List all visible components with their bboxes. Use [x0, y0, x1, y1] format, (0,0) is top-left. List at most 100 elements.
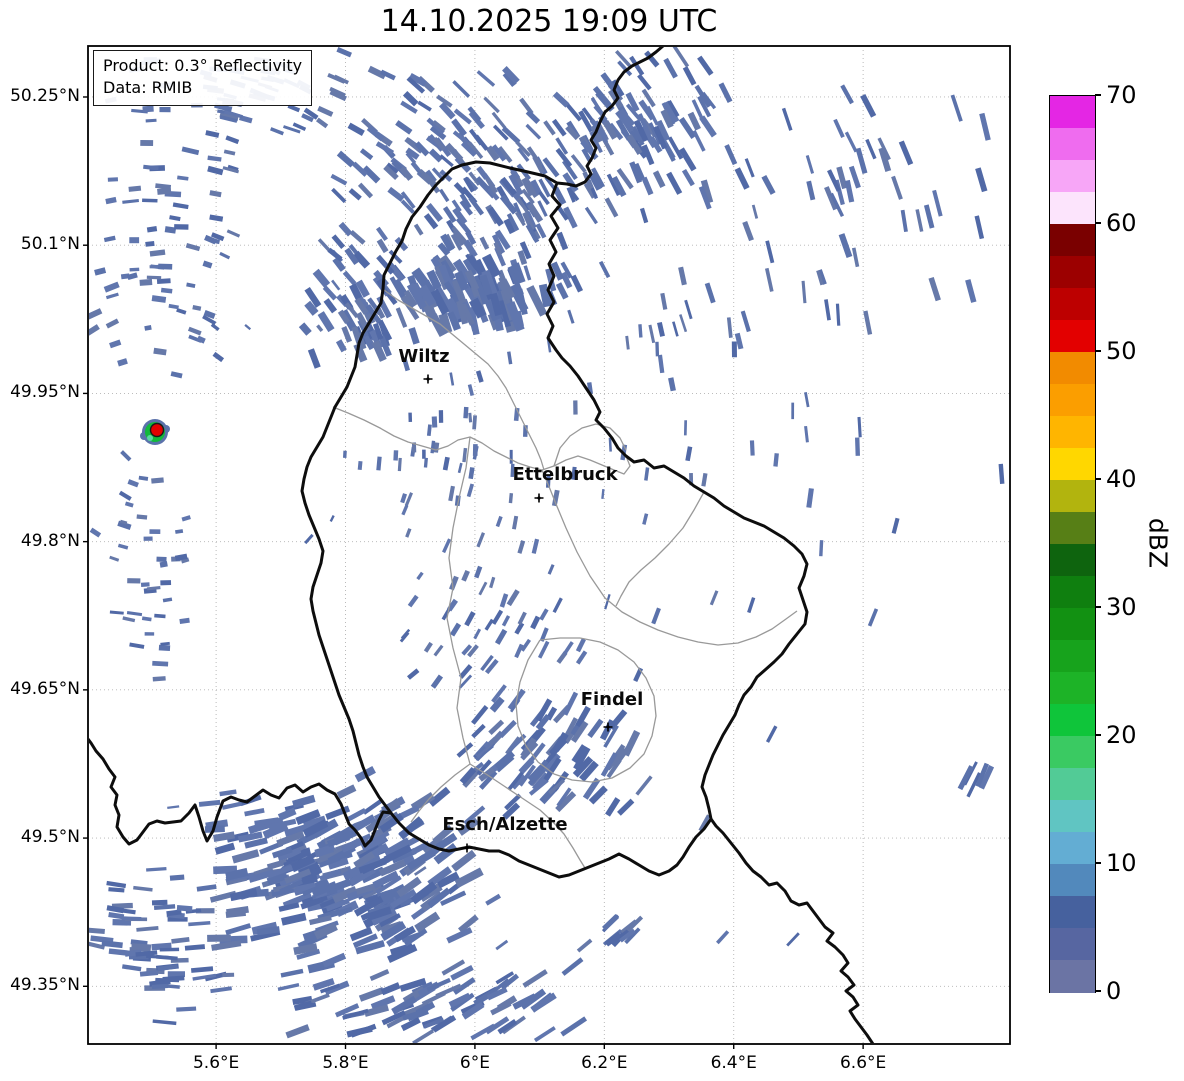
- radar-echo: [192, 304, 202, 311]
- radar-echo: [226, 229, 241, 238]
- radar-echo: [89, 324, 100, 336]
- radar-echo: [214, 842, 236, 855]
- radar-echo: [535, 713, 551, 731]
- radar-echo: [615, 109, 635, 133]
- radar-echo: [389, 888, 417, 909]
- radar-echo: [655, 119, 671, 142]
- radar-echo: [446, 927, 473, 944]
- radar-echo: [506, 589, 520, 607]
- radar-echo: [164, 226, 177, 234]
- country-border: [555, 47, 665, 188]
- radar-echo: [631, 125, 645, 146]
- lon-tick-label: 6°E: [459, 1053, 490, 1073]
- radar-echo: [517, 540, 526, 554]
- radar-echo: [370, 995, 396, 1011]
- radar-echo: [379, 812, 404, 833]
- radar-echo: [360, 834, 386, 852]
- radar-echo: [602, 120, 618, 140]
- radar-echo: [205, 130, 220, 138]
- radar-echo: [353, 851, 376, 869]
- radar-echo: [381, 1010, 407, 1026]
- radar-echo: [219, 251, 231, 260]
- radar-echo: [172, 202, 189, 210]
- radar-echo: [344, 302, 359, 319]
- radar-echo: [126, 611, 143, 617]
- radar-echo: [176, 905, 193, 912]
- radar-echo: [342, 1008, 369, 1020]
- radar-echo: [575, 650, 588, 665]
- radar-echo: [491, 684, 507, 703]
- radar-echo: [611, 928, 630, 948]
- radar-echo: [499, 194, 518, 215]
- radar-echo: [160, 641, 170, 646]
- radar-echo: [367, 65, 387, 80]
- radar-echo: [106, 880, 127, 889]
- radar-echo: [617, 798, 635, 816]
- radar-echo: [678, 147, 697, 172]
- radar-echo: [546, 475, 551, 488]
- radar-echo: [506, 301, 525, 332]
- radar-echo: [462, 767, 482, 788]
- radar-echo: [562, 691, 579, 716]
- radar-echo: [552, 91, 570, 108]
- radar-echo: [160, 580, 172, 586]
- radar-echo: [511, 262, 526, 284]
- radar-echo: [426, 269, 442, 290]
- radar-echo: [485, 893, 502, 906]
- radar-echo: [891, 517, 900, 534]
- radar-echo: [369, 968, 390, 982]
- radar-echo: [395, 120, 413, 135]
- radar-echo: [718, 82, 733, 104]
- radar-echo: [465, 230, 477, 246]
- colorbar-tickmark: [1095, 222, 1101, 224]
- radar-echo: [401, 357, 410, 372]
- radar-echo: [751, 204, 759, 219]
- radar-echo: [436, 871, 460, 889]
- radar-echo: [957, 765, 974, 791]
- country-border: [709, 817, 875, 1043]
- radar-echo: [698, 185, 712, 210]
- radar-echo: [499, 299, 511, 328]
- district-border: [515, 637, 657, 783]
- radar-echo: [600, 752, 618, 777]
- radar-echo: [398, 816, 424, 840]
- radar-echo: [514, 211, 526, 227]
- radar-echo: [271, 846, 293, 859]
- radar-echo: [293, 880, 316, 895]
- radar-echo: [684, 299, 693, 320]
- radar-echo: [526, 285, 548, 317]
- radar-echo: [900, 209, 908, 233]
- radar-echo: [146, 866, 167, 872]
- radar-echo: [806, 488, 814, 508]
- radar-echo: [491, 233, 506, 255]
- radar-echo: [393, 450, 399, 461]
- radar-echo: [385, 291, 398, 306]
- colorbar-tickmark: [1095, 606, 1101, 608]
- radar-echo: [511, 774, 527, 790]
- radar-echo: [101, 940, 123, 949]
- radar-echo: [179, 617, 190, 625]
- district-border: [332, 406, 631, 475]
- radar-echo: [413, 223, 424, 236]
- radar-echo: [531, 538, 540, 554]
- radar-echo: [121, 964, 142, 972]
- radar-echo: [304, 300, 319, 316]
- radar-echo: [488, 719, 505, 736]
- radar-echo: [692, 130, 706, 152]
- graticule: [89, 47, 1009, 1043]
- radar-echo: [276, 830, 305, 847]
- radar-echo: [389, 276, 405, 298]
- radar-echo: [463, 805, 486, 826]
- radar-echo: [458, 674, 473, 689]
- radar-echo: [891, 175, 903, 200]
- radar-echo: [128, 185, 142, 192]
- radar-echo: [611, 79, 625, 97]
- radar-echo: [435, 285, 455, 314]
- radar-echo: [503, 218, 516, 235]
- radar-echo: [376, 226, 388, 242]
- radar-echo: [458, 914, 479, 933]
- radar-echo: [463, 239, 478, 258]
- radar-echo: [491, 111, 507, 130]
- radar-echo: [169, 874, 185, 881]
